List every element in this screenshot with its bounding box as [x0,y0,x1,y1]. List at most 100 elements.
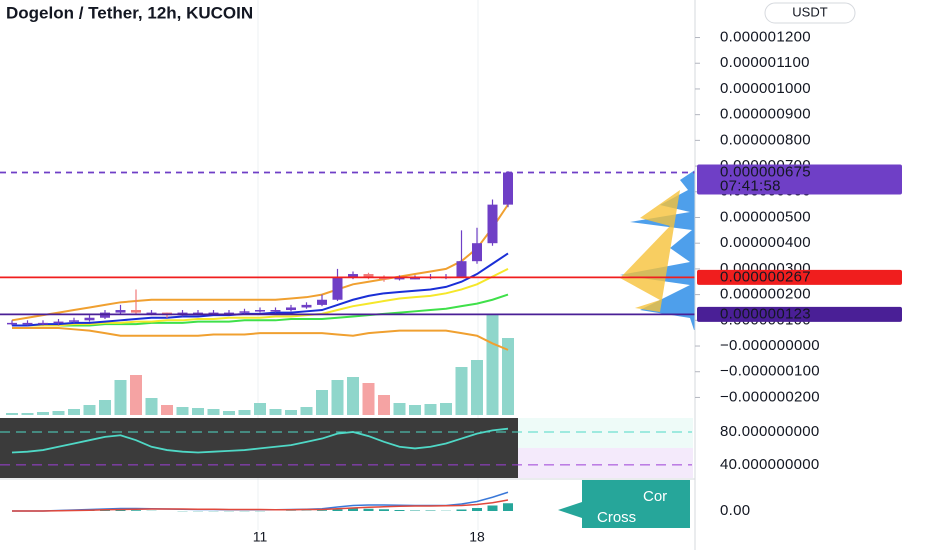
macd-histogram [363,508,374,511]
macd-histogram [472,508,482,511]
currency-button[interactable] [764,2,856,24]
candle-body [317,299,327,305]
ma-line [12,327,509,351]
volume-bar [424,404,437,415]
y-tick-label: 80.000000000 [720,423,820,440]
volume-bar [331,380,344,415]
y-tick-label: 0.000000200 [720,286,811,303]
volume-bar [393,403,406,415]
currency-label[interactable]: USDT [792,4,827,19]
volume-bar [83,405,96,415]
y-tick-label: −0.000000100 [720,363,820,380]
macd-histogram [456,509,467,511]
candle-body [193,312,203,315]
price-axis: 0.000001200 0.000001100 0.000001000 0.00000… [695,29,902,519]
candle-body [301,304,312,308]
candle-body [270,310,281,312]
volume-bar [176,407,189,415]
y-tick-label: 0.000001200 [720,29,811,46]
price-badge-label: 0.000000675 [720,163,811,180]
y-tick-label: 40.000000000 [720,456,820,473]
volume-bar [52,411,65,415]
candle-body [255,310,265,312]
y-tick-label: −0.000000200 [720,388,820,405]
candle-body [348,274,358,277]
candle-body [394,277,405,280]
rsi-line [11,427,509,454]
volume-bar [114,380,127,415]
callout-text: Cor [643,488,667,505]
volume-bar [378,395,390,415]
candle-body [115,310,126,313]
volume-bar [471,360,483,415]
macd-histogram [379,509,389,511]
candle-body [456,261,467,277]
volume-profile [620,190,680,312]
x-tick-label: 11 [253,529,268,545]
candle-body [332,276,343,300]
volume-bar [300,407,313,415]
ma-line [12,293,509,327]
candle-body [363,274,374,277]
volume-bar [192,408,204,415]
y-tick-label: 0.00 [720,502,750,519]
volume-bar [362,383,375,415]
candle-body [239,311,250,313]
price-badge [697,306,902,322]
rsi-band [518,418,693,448]
callout-text: Cross [597,509,636,526]
price-badge [697,164,902,195]
macd-histogram [394,510,405,511]
volume-bar [409,405,421,415]
volume-bar [37,412,49,415]
candle-body [208,312,219,315]
volume-bar [455,367,468,415]
y-tick-label: 0.000001000 [720,80,811,97]
candle-body [131,310,141,313]
signal-line [12,499,509,512]
candle-body [146,312,157,315]
volume-bar [21,413,34,415]
candle-body [22,322,33,325]
volume-bar [254,403,266,415]
macd-pane [12,491,513,512]
volume-bar [285,410,297,415]
main-pane: 11 18 [0,171,695,545]
macd-histogram [115,510,126,511]
macd-histogram [410,510,420,511]
macd-histogram [487,505,498,511]
price-badge-label: 0.000000123 [720,305,811,322]
volume-bar [6,413,18,415]
volume-bar [238,410,251,415]
volume-bar [161,405,173,415]
volume-bar [502,338,514,415]
candle-body [503,172,513,205]
macd-histogram [348,508,358,511]
candle-body [38,322,48,325]
macd-histogram [100,510,110,511]
candle-body [7,322,17,325]
macd-histogram [131,510,141,511]
y-tick-label: 0.000000400 [720,234,811,251]
candle-body [69,320,79,322]
callout [558,480,690,528]
y-tick-label: 0.000000500 [720,208,811,225]
volume-bar [68,409,80,415]
y-tick-label: −0.000000000 [720,337,820,354]
volume-bar [347,377,359,415]
candle-body [53,321,64,324]
volume-bar [223,411,235,415]
volume-bar [316,390,328,415]
volume-bar [145,398,158,415]
volume-bar [207,409,220,415]
macd-histogram [425,510,436,511]
y-tick-label: 0.000001100 [720,54,810,71]
candle-body [410,277,420,280]
countdown: 07:41:58 [720,177,781,194]
candle-body [84,317,95,321]
candle-body [286,307,296,311]
y-tick-label: 0.000000800 [720,131,811,148]
volume-bar [486,315,499,415]
chart-title: Dogelon / Tether, 12h, KUCOIN [6,3,253,22]
